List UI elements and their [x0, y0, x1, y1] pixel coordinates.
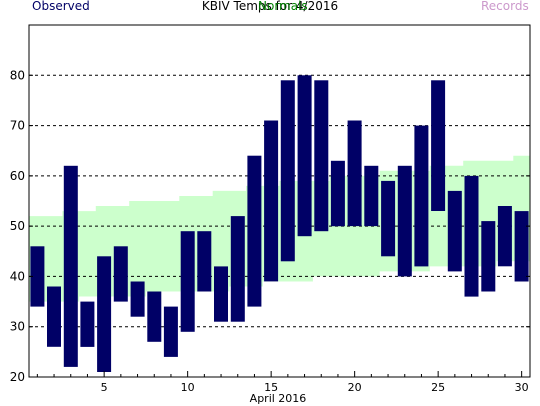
xtick-label-15: 15 — [264, 381, 278, 394]
observed-bar-day-29 — [497, 206, 512, 267]
observed-bar-day-25 — [431, 80, 446, 211]
observed-bar-day-28 — [481, 221, 496, 292]
ytick-label-80: 80 — [10, 68, 25, 82]
plot-frame — [28, 24, 531, 378]
xtick-label-5: 5 — [101, 381, 108, 394]
observed-bar-day-17 — [297, 75, 312, 237]
observed-bar-day-10 — [180, 231, 195, 332]
observed-bar-day-2 — [47, 286, 61, 347]
observed-bar-day-13 — [230, 216, 245, 322]
observed-bar-day-24 — [414, 125, 429, 267]
observed-bar-day-22 — [381, 180, 396, 257]
observed-bar-day-20 — [347, 120, 362, 227]
observed-bar-day-1 — [30, 246, 45, 307]
legend-normals: Normals — [258, 0, 308, 13]
observed-bar-day-26 — [447, 190, 462, 272]
xtick-label-30: 30 — [515, 381, 529, 394]
xtick-label-10: 10 — [181, 381, 195, 394]
observed-bar-day-12 — [214, 266, 228, 322]
observed-bar-day-14 — [247, 155, 262, 307]
legend-records: Records — [481, 0, 529, 13]
observed-bar-day-8 — [147, 291, 162, 342]
ytick-label-70: 70 — [10, 119, 25, 133]
observed-bar-day-5 — [97, 256, 112, 372]
observed-bar-day-7 — [130, 281, 145, 317]
observed-bar-day-15 — [264, 120, 279, 282]
legend-observed: Observed — [32, 0, 90, 13]
observed-bar-day-27 — [464, 175, 479, 297]
observed-bar-day-4 — [80, 301, 95, 347]
ytick-label-50: 50 — [10, 219, 25, 233]
observed-bar-day-9 — [163, 306, 178, 357]
xtick-label-20: 20 — [348, 381, 362, 394]
observed-bar-day-18 — [314, 80, 329, 232]
observed-bar-day-11 — [197, 231, 212, 292]
ytick-label-60: 60 — [10, 169, 25, 183]
observed-bar-day-3 — [63, 165, 78, 367]
observed-bar-day-30 — [514, 211, 529, 282]
ytick-label-20: 20 — [10, 370, 25, 384]
chart-title: KBIV Temps for 4/2016 — [201, 0, 339, 13]
observed-bar-day-19 — [330, 160, 345, 227]
observed-bar-day-21 — [364, 165, 379, 227]
x-axis-label: April 2016 — [250, 392, 307, 405]
observed-bar-day-6 — [113, 246, 128, 302]
observed-bar-day-23 — [397, 165, 412, 277]
ytick-label-30: 30 — [10, 320, 25, 334]
ytick-label-40: 40 — [10, 269, 25, 283]
observed-bar-day-16 — [280, 80, 295, 262]
xtick-label-25: 25 — [431, 381, 445, 394]
